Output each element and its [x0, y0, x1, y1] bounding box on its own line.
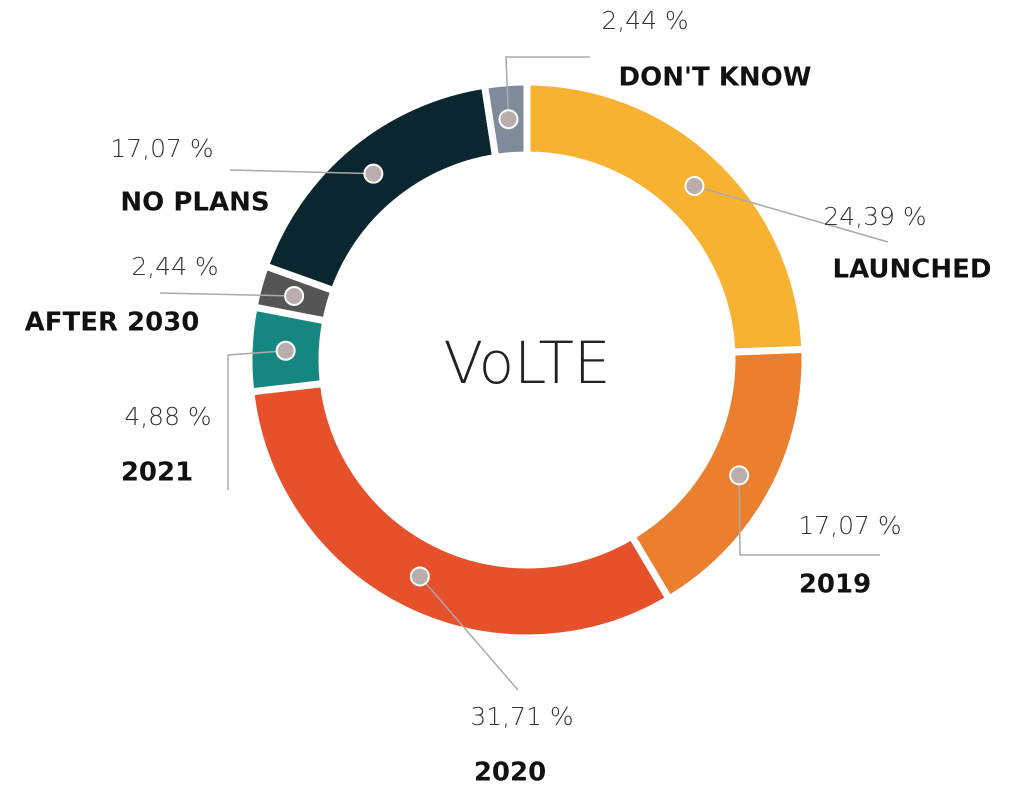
value-label: 17,07 % [798, 511, 901, 540]
leader-line [419, 575, 519, 691]
leader-dot [684, 175, 705, 196]
value-label: 2,44 % [131, 252, 218, 281]
value-label: 4,88 % [124, 402, 211, 431]
category-label: 2020 [474, 758, 546, 788]
donut-segment [627, 345, 809, 604]
leader-line [229, 169, 374, 175]
donut-segment [523, 78, 809, 356]
value-label: 31,71 % [470, 702, 573, 731]
category-label: 2019 [799, 570, 871, 600]
leader-dot [498, 109, 519, 130]
leader-line [738, 475, 880, 556]
donut-segment [260, 81, 500, 296]
chart-title: VoLTE [443, 329, 610, 397]
leader-dot [363, 163, 384, 184]
category-label: 2021 [121, 458, 193, 488]
category-label: NO PLANS [120, 188, 269, 218]
value-label: 17,07 % [110, 134, 213, 163]
leader-line [694, 185, 889, 243]
value-label: 24,39 % [823, 202, 926, 231]
category-label: DON'T KNOW [619, 63, 812, 93]
leader-line [505, 56, 590, 120]
donut-segment [246, 379, 674, 642]
leader-dot [275, 340, 296, 361]
category-label: LAUNCHED [833, 255, 992, 285]
leader-line [159, 292, 295, 297]
leader-dot [729, 465, 750, 486]
value-label: 2,44 % [601, 6, 688, 35]
leader-dot [284, 285, 305, 306]
leader-dot [409, 566, 430, 587]
category-label: AFTER 2030 [25, 308, 200, 338]
leader-line [227, 349, 286, 490]
